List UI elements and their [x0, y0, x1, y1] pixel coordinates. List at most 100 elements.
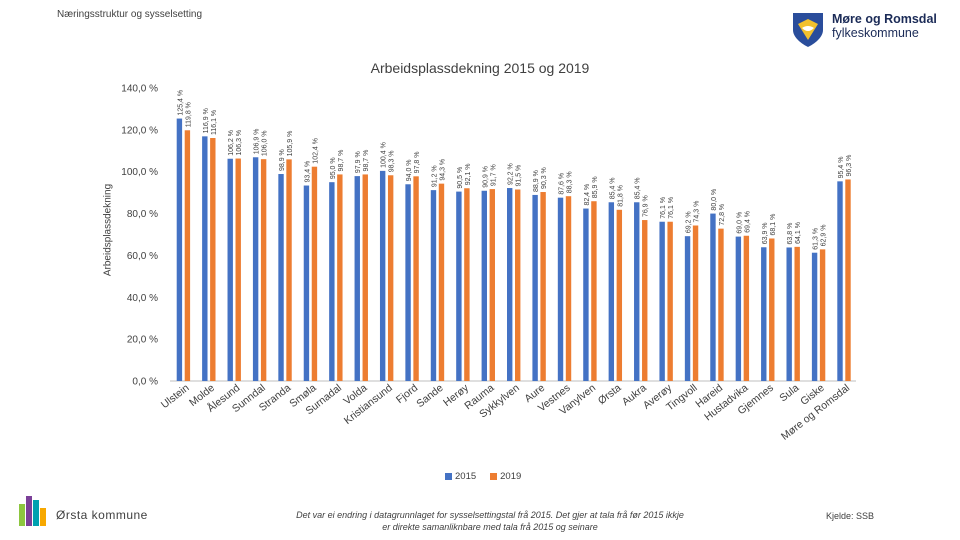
- data-label-2015: 90,5 %: [457, 167, 464, 189]
- bar-2019-2: [235, 158, 241, 381]
- data-label-2019: 68,1 %: [770, 214, 777, 236]
- y-tick-label: 140,0 %: [121, 84, 158, 95]
- data-label-2015: 116,9 %: [203, 108, 210, 133]
- data-label-2015: 61,3 %: [813, 228, 820, 250]
- bar-2015-18: [634, 202, 640, 381]
- data-label-2019: 72,8 %: [719, 204, 726, 226]
- bar-2019-25: [819, 249, 826, 381]
- data-label-2019: 81,8 %: [617, 185, 624, 207]
- bar-2019-5: [311, 166, 318, 381]
- data-label-2019: 76,1 %: [668, 197, 675, 219]
- bar-2019-0: [184, 130, 191, 381]
- data-label-2015: 82,4 %: [584, 184, 591, 206]
- legend-item-2015: 2015: [445, 471, 476, 482]
- data-label-2015: 106,9 %: [254, 129, 261, 155]
- category-label: Sula: [777, 382, 801, 404]
- data-label-2015: 98,9 %: [279, 149, 286, 171]
- bar-2019-8: [387, 175, 394, 381]
- bar-2015-22: [735, 236, 742, 381]
- bar-2019-6: [337, 174, 343, 381]
- data-label-2015: 63,8 %: [787, 223, 794, 245]
- bar-2019-24: [794, 246, 800, 381]
- bar-2015-5: [303, 185, 310, 381]
- data-label-2019: 90,3 %: [541, 167, 548, 189]
- bar-2015-4: [278, 174, 284, 381]
- bar-2015-3: [252, 157, 259, 381]
- bar-2015-25: [811, 252, 818, 381]
- bar-2015-19: [659, 221, 665, 381]
- bar-2015-2: [227, 158, 233, 381]
- bar-2015-20: [684, 236, 691, 381]
- bar-2015-7: [354, 176, 360, 381]
- data-label-2015: 87,6 %: [559, 173, 566, 195]
- data-label-2019: 62,9 %: [821, 225, 828, 247]
- orsta-emblem-icon: [19, 496, 46, 526]
- data-label-2015: 92,2 %: [508, 163, 515, 185]
- bar-2015-0: [176, 118, 183, 381]
- bar-2015-11: [456, 191, 462, 381]
- bar-2015-9: [405, 184, 411, 381]
- bar-2019-10: [438, 183, 445, 381]
- data-label-2019: 92,1 %: [465, 163, 472, 185]
- source-label: Kjelde: SSB: [826, 511, 875, 521]
- chart-title: Arbeidsplassdekning 2015 og 2019: [370, 60, 590, 76]
- data-label-2019: 98,7 %: [338, 150, 345, 172]
- data-label-2019: 94,3 %: [439, 159, 446, 181]
- bar-2019-17: [616, 209, 623, 381]
- bar-2015-10: [430, 190, 437, 381]
- data-label-2015: 97,9 %: [355, 151, 362, 173]
- bar-2019-12: [489, 189, 495, 381]
- bar-2019-20: [692, 225, 699, 381]
- bar-2019-3: [260, 159, 267, 381]
- data-label-2015: 100,4 %: [381, 142, 388, 168]
- y-tick-label: 40,0 %: [127, 293, 158, 304]
- county-logo: Møre og Romsdal fylkeskommune: [790, 10, 940, 52]
- data-label-2015: 85,4 %: [609, 177, 616, 199]
- data-label-2019: 97,8 %: [414, 152, 421, 174]
- data-label-2019: 69,4 %: [744, 211, 751, 233]
- bar-2015-23: [761, 247, 767, 381]
- data-label-2019: 106,3 %: [236, 130, 243, 156]
- category-label: Ørsta: [596, 382, 624, 407]
- data-note: Det var ei endring i datagrunnlaget for …: [296, 510, 684, 532]
- data-label-2019: 88,3 %: [567, 171, 574, 193]
- bar-2019-11: [464, 188, 470, 381]
- data-label-2015: 125,4 %: [177, 90, 184, 116]
- bar-2019-21: [718, 228, 724, 381]
- data-label-2015: 95,4 %: [838, 157, 845, 179]
- bar-2019-4: [286, 159, 292, 381]
- logo-line2: fylkeskommune: [832, 26, 919, 40]
- y-tick-label: 0,0 %: [132, 377, 158, 388]
- bar-2015-6: [329, 182, 335, 381]
- data-label-2015: 90,9 %: [482, 166, 489, 188]
- data-label-2019: 106,0 %: [262, 130, 269, 156]
- data-label-2019: 96,3 %: [846, 155, 853, 177]
- bar-2015-8: [379, 170, 386, 381]
- data-label-2015: 69,0 %: [736, 212, 743, 234]
- category-label: Ulstein: [159, 382, 192, 411]
- data-label-2015: 93,4 %: [304, 161, 311, 183]
- data-label-2015: 76,1 %: [660, 197, 667, 219]
- data-label-2015: 69,2 %: [686, 211, 693, 233]
- section-title: Næringsstruktur og sysselsetting: [57, 9, 203, 20]
- bar-2019-7: [362, 174, 368, 381]
- municipality-name: Ørsta kommune: [56, 508, 148, 522]
- bar-2015-13: [507, 188, 513, 381]
- data-label-2019: 119,8 %: [185, 102, 192, 127]
- category-label: Sande: [414, 382, 445, 410]
- data-label-2015: 80,0 %: [711, 189, 718, 211]
- data-label-2019: 74,3 %: [694, 201, 701, 223]
- data-label-2019: 98,7 %: [363, 150, 370, 172]
- bar-2015-26: [837, 181, 843, 381]
- bar-2015-1: [202, 136, 208, 381]
- bar-2019-22: [743, 235, 750, 381]
- data-label-2015: 95,0 %: [330, 157, 337, 179]
- y-tick-label: 80,0 %: [127, 209, 158, 220]
- bar-2019-1: [210, 138, 216, 381]
- y-tick-label: 100,0 %: [121, 167, 158, 178]
- bar-2015-24: [786, 247, 792, 381]
- y-tick-label: 20,0 %: [127, 335, 158, 346]
- data-label-2019: 91,7 %: [490, 164, 497, 186]
- bar-2019-19: [667, 221, 673, 381]
